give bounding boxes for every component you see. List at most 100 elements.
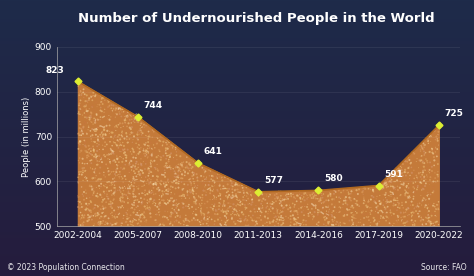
Point [255, 216, 263, 220]
Point [173, 175, 181, 180]
Point [112, 108, 119, 112]
Point [435, 200, 442, 204]
Point [84, 213, 92, 217]
Point [179, 176, 186, 181]
Point [291, 217, 299, 222]
Point [122, 115, 130, 120]
Point [78, 216, 85, 220]
Point [235, 213, 243, 217]
Point [373, 184, 381, 189]
Point [402, 184, 410, 189]
Point [176, 167, 183, 172]
Point [362, 185, 369, 189]
Point [109, 116, 117, 121]
Point [97, 134, 105, 139]
Point [174, 169, 182, 174]
Point [206, 215, 213, 219]
Point [425, 169, 432, 174]
Point [409, 223, 417, 227]
Point [225, 217, 232, 222]
Point [419, 217, 427, 221]
Point [193, 198, 201, 202]
Point [423, 173, 430, 177]
Point [320, 222, 328, 227]
Point [404, 206, 412, 210]
Point [298, 210, 305, 214]
Point [195, 164, 202, 168]
Point [343, 207, 351, 211]
Point [433, 214, 440, 219]
Point [356, 205, 363, 209]
Point [154, 130, 161, 134]
Point [386, 208, 394, 212]
Text: 591: 591 [384, 169, 403, 179]
Point [100, 207, 107, 211]
Point [164, 172, 172, 177]
Point [76, 222, 83, 227]
Point [185, 177, 193, 182]
Point [85, 96, 93, 100]
Point [131, 120, 138, 125]
Point [172, 175, 180, 179]
Point [276, 196, 284, 200]
Point [391, 196, 398, 201]
Point [131, 218, 138, 222]
Point [227, 201, 235, 206]
Point [371, 218, 379, 222]
Point [122, 131, 130, 135]
Point [325, 213, 333, 217]
Point [202, 177, 210, 181]
Point [152, 201, 159, 206]
Point [427, 170, 434, 175]
Point [145, 140, 152, 144]
Point [207, 206, 215, 210]
Point [426, 134, 433, 139]
Point [410, 194, 418, 199]
Point [146, 200, 153, 204]
Point [161, 209, 169, 213]
Point [379, 192, 387, 197]
Point [248, 194, 255, 198]
Point [216, 216, 224, 220]
Point [317, 191, 325, 196]
Point [109, 128, 116, 132]
Point [415, 171, 423, 176]
Point [74, 195, 82, 199]
Point [419, 217, 427, 222]
Point [123, 111, 130, 115]
Point [167, 196, 175, 200]
Point [192, 198, 200, 203]
Point [201, 177, 208, 181]
Point [82, 144, 89, 148]
Point [79, 135, 86, 139]
Point [85, 217, 92, 222]
Point [100, 147, 107, 152]
Point [101, 144, 109, 148]
Point [379, 184, 387, 189]
Point [420, 215, 428, 219]
Point [434, 175, 442, 179]
Point [147, 181, 155, 185]
Point [140, 148, 147, 153]
Point [120, 151, 128, 155]
Point [410, 197, 417, 201]
Point [94, 134, 102, 139]
Point [369, 187, 377, 192]
Point [383, 219, 390, 223]
Point [174, 175, 182, 180]
Point [312, 206, 319, 211]
Point [133, 167, 141, 171]
Point [172, 209, 179, 214]
Point [152, 218, 160, 222]
Point [426, 220, 433, 224]
Point [161, 190, 168, 194]
Point [123, 114, 131, 119]
Point [421, 197, 428, 201]
Point [201, 189, 209, 193]
Point [90, 107, 98, 112]
Point [170, 199, 177, 204]
Point [234, 224, 242, 228]
Point [83, 99, 91, 103]
Point [398, 171, 405, 176]
Point [309, 194, 317, 198]
